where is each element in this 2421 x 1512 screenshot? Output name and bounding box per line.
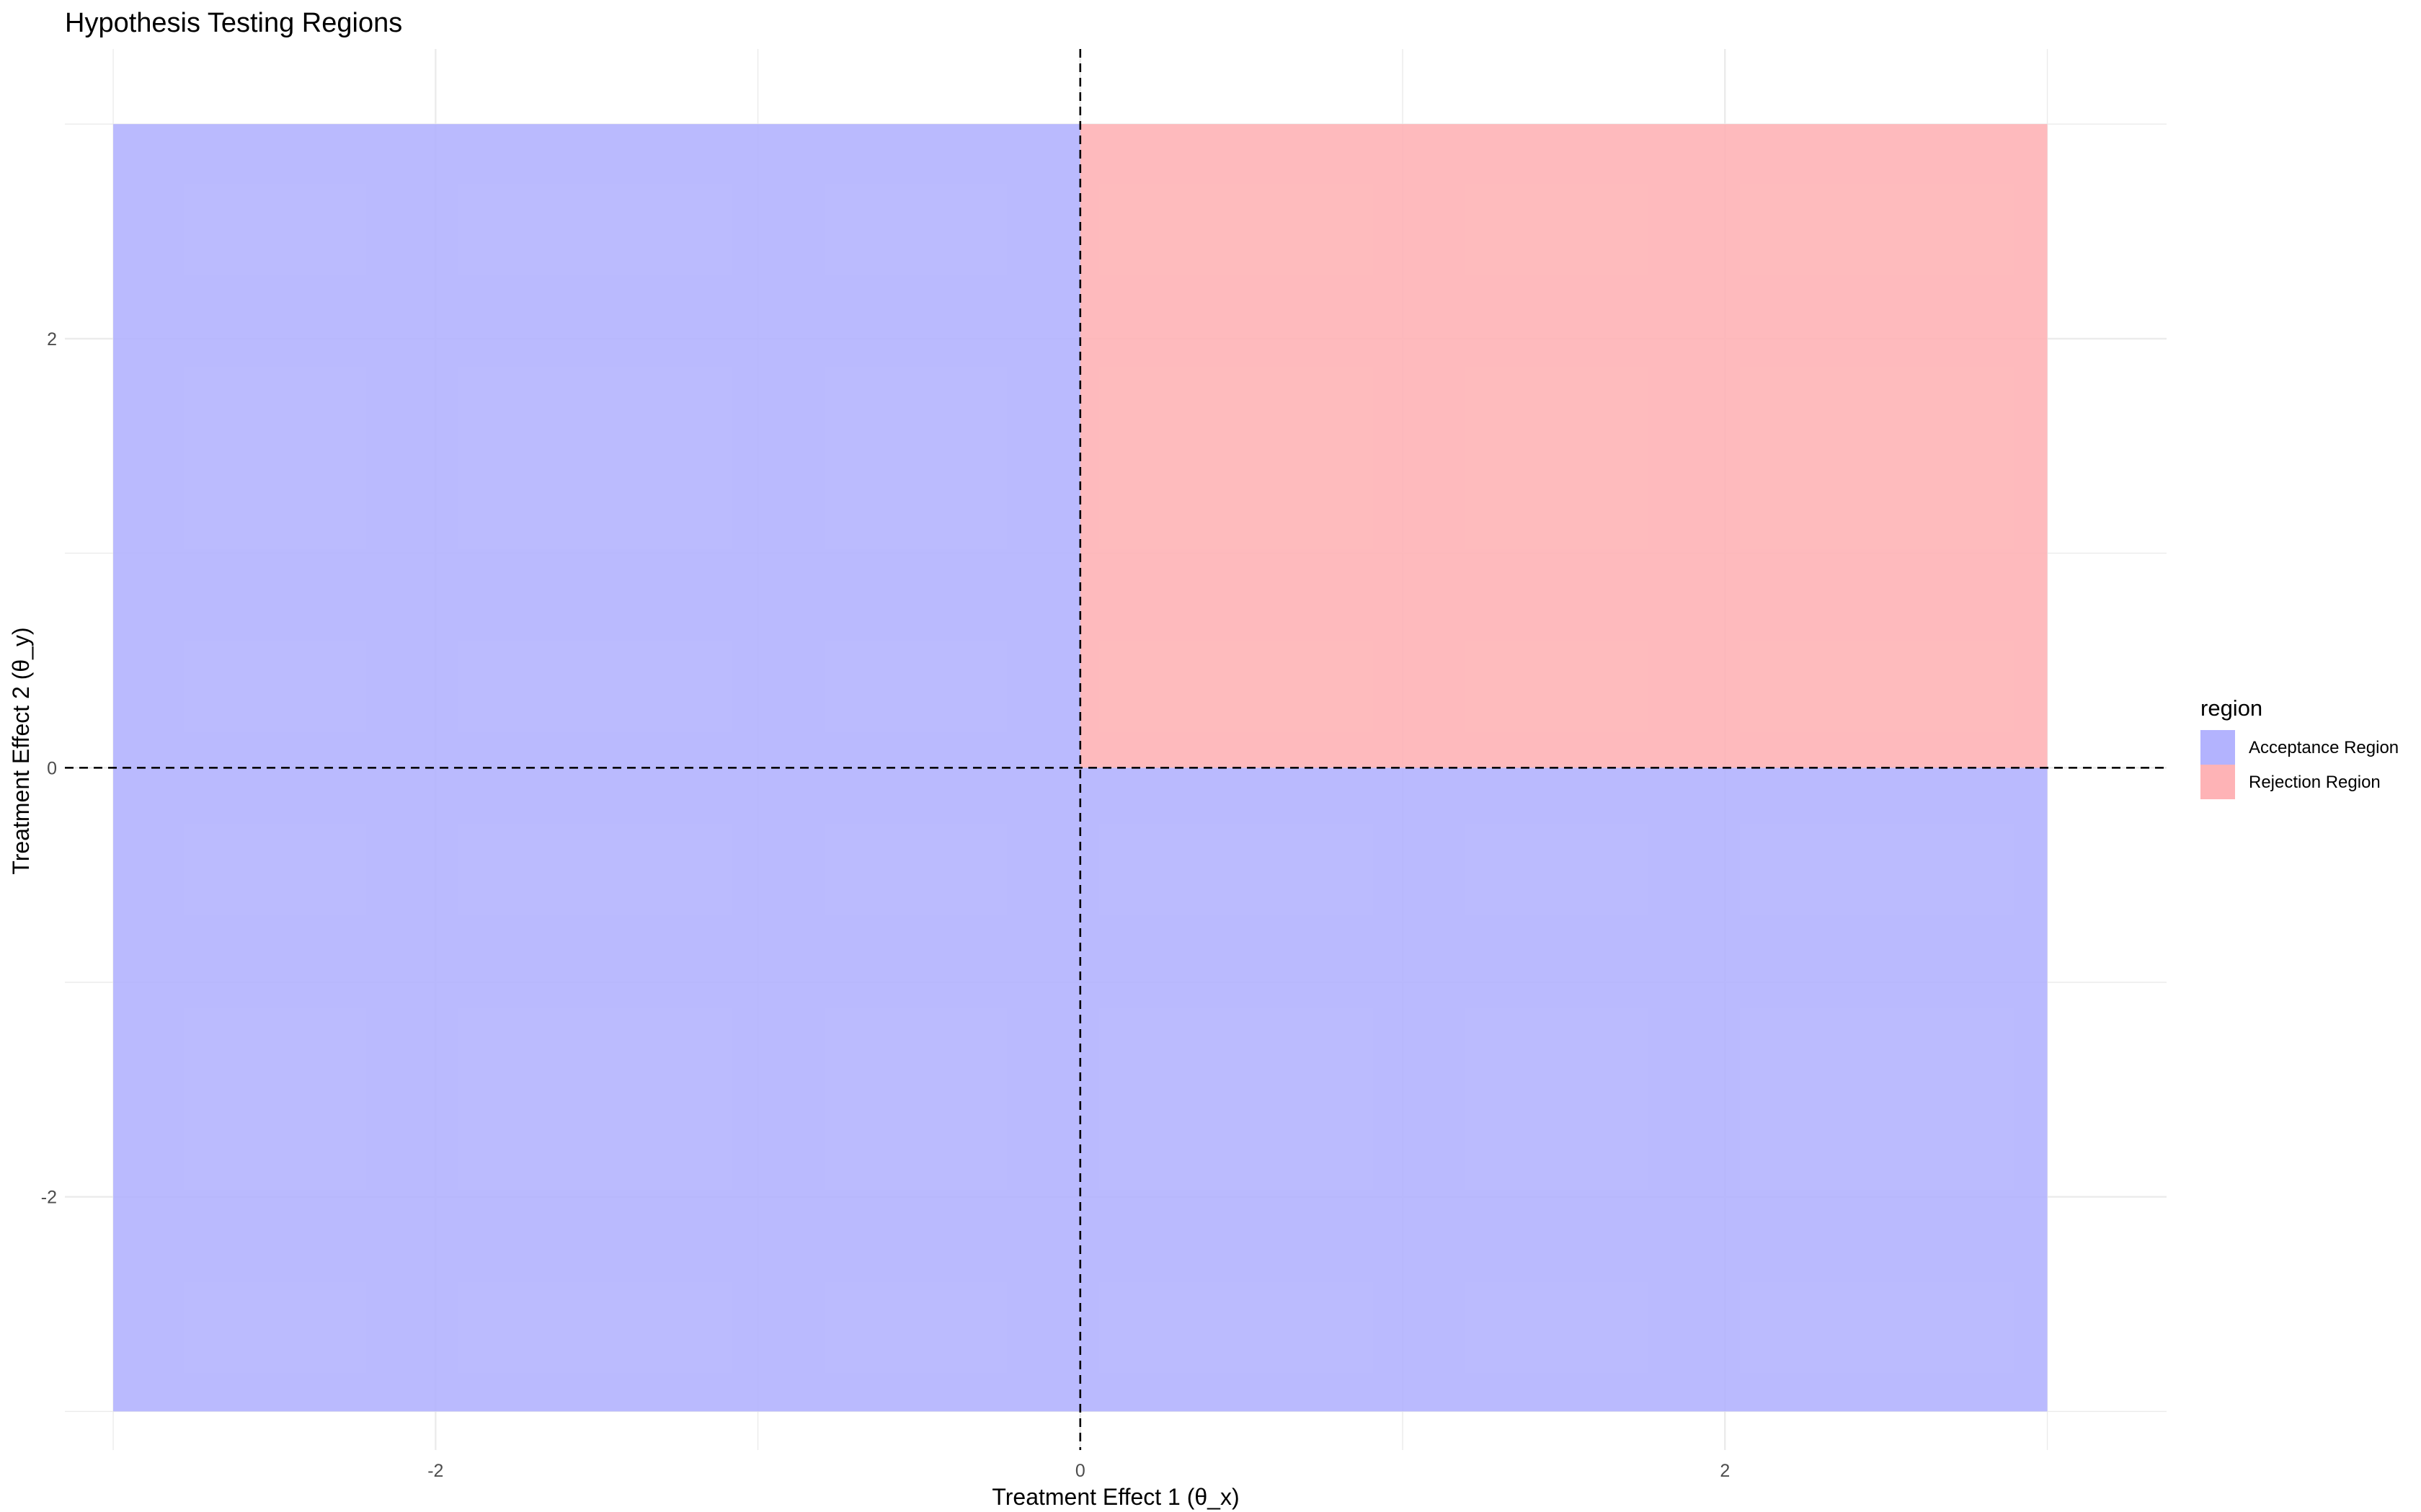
chart-title: Hypothesis Testing Regions (65, 8, 402, 38)
legend: region Acceptance Region Rejection Region (2200, 695, 2399, 799)
y-tick-label: -2 (41, 1188, 57, 1208)
x-axis-title: Treatment Effect 1 (θ_x) (992, 1484, 1239, 1510)
x-tick-label: 2 (1720, 1461, 1730, 1481)
tick-labels: -2 0 2 -2 0 2 (41, 329, 1730, 1481)
legend-swatch (2200, 765, 2235, 799)
y-tick-label: 0 (47, 758, 57, 778)
y-tick-label: 2 (47, 329, 57, 350)
legend-label: Rejection Region (2249, 773, 2381, 792)
rejection-region-rect-2 (1080, 124, 2048, 768)
legend-label: Acceptance Region (2249, 738, 2399, 757)
acceptance-region-rect-1 (1080, 768, 2048, 1412)
x-tick-label: 0 (1075, 1461, 1085, 1481)
legend-swatch (2200, 730, 2235, 765)
reference-lines (65, 49, 2167, 1450)
y-axis-title: Treatment Effect 2 (θ_y) (8, 627, 34, 874)
legend-title: region (2200, 695, 2262, 721)
x-tick-label: -2 (427, 1461, 443, 1481)
